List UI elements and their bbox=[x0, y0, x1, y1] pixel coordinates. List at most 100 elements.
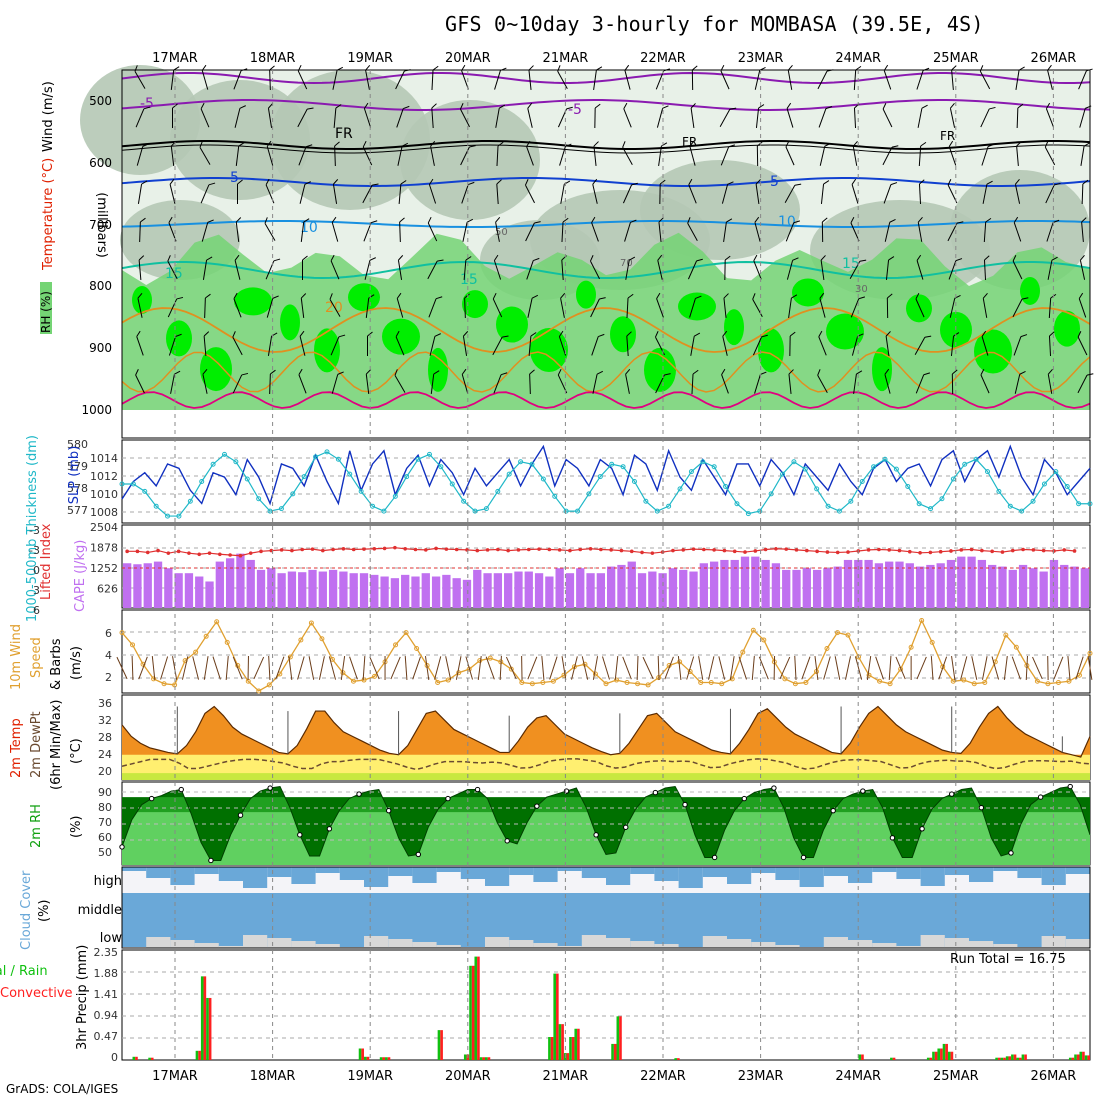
rh2m-point bbox=[623, 824, 629, 830]
wind-barb bbox=[298, 368, 307, 394]
wind10-barb bbox=[664, 656, 674, 680]
isotherm-10 bbox=[121, 220, 1091, 228]
wind-barb bbox=[1047, 64, 1053, 90]
cape-bar bbox=[740, 556, 750, 608]
wind10-point bbox=[614, 677, 620, 683]
barb-staff bbox=[300, 298, 305, 318]
barb-flag bbox=[138, 255, 145, 261]
barb-staff bbox=[266, 298, 274, 318]
barb-staff bbox=[754, 374, 761, 394]
rh2m-point bbox=[208, 857, 214, 864]
lifted-index-point bbox=[722, 548, 727, 553]
barb-flag bbox=[469, 145, 476, 148]
wind10-point bbox=[477, 658, 483, 664]
barb-staff bbox=[430, 146, 435, 166]
barb-flag bbox=[951, 65, 957, 71]
wind-barb bbox=[528, 65, 534, 90]
barb-staff bbox=[297, 108, 308, 128]
cloud-high-bar bbox=[315, 867, 340, 873]
precip-tick: 1.41 bbox=[94, 988, 119, 1001]
wind10-point bbox=[193, 649, 199, 655]
rh-cell-bright bbox=[610, 316, 636, 353]
lifted-index-point bbox=[526, 547, 531, 552]
barb-flag bbox=[754, 216, 760, 223]
wind-barb bbox=[626, 331, 632, 357]
wind-barb bbox=[885, 331, 891, 356]
lifted-index-point bbox=[774, 546, 778, 551]
cape-bar bbox=[823, 568, 832, 608]
barb-flag bbox=[688, 178, 693, 185]
barb-staff bbox=[559, 146, 566, 166]
thickness-point bbox=[426, 451, 432, 457]
cape-tick: 1878 bbox=[90, 542, 118, 555]
barb-staff bbox=[785, 146, 795, 166]
wind10-barb-staff bbox=[814, 656, 819, 680]
barb-staff bbox=[267, 336, 273, 356]
wind10-barb-staff bbox=[232, 656, 243, 680]
wind10-axis-label: Speed bbox=[29, 637, 44, 678]
wind10-point bbox=[561, 672, 567, 678]
lifted-index-point bbox=[454, 547, 459, 552]
barb-staff bbox=[593, 70, 597, 90]
barb-flag bbox=[428, 178, 434, 185]
wind10-axis-label: (m/s) bbox=[69, 646, 84, 680]
wind-barb bbox=[624, 64, 631, 90]
precip-conv-bar bbox=[135, 1056, 138, 1060]
barb-flag bbox=[202, 368, 208, 375]
lifted-index-point bbox=[238, 553, 243, 558]
lifted-index-point bbox=[599, 547, 603, 552]
rh-cell-bright bbox=[132, 286, 152, 314]
wind-barb bbox=[724, 255, 731, 281]
barb-staff bbox=[1016, 107, 1019, 129]
barb-flag bbox=[727, 181, 734, 185]
wind-barb bbox=[269, 369, 276, 395]
cloud-high-bar bbox=[678, 867, 703, 888]
wind10-barb bbox=[602, 656, 610, 680]
thickness-tick: 579 bbox=[67, 460, 88, 473]
barb-staff bbox=[137, 184, 143, 204]
wind-barb bbox=[948, 140, 957, 166]
barb-staff bbox=[431, 69, 434, 91]
cloud-low-bar bbox=[702, 936, 727, 948]
cape-bar bbox=[225, 558, 235, 608]
date-label-bottom: 20MAR bbox=[445, 1069, 491, 1084]
wind-barb bbox=[914, 335, 932, 355]
cape-bar bbox=[545, 576, 554, 608]
cape-bar bbox=[709, 561, 719, 608]
slp-tick: 1010 bbox=[90, 488, 118, 501]
lifted-index-point bbox=[413, 547, 418, 552]
wind-barb bbox=[1012, 297, 1029, 318]
precip-conv-bar bbox=[1008, 1056, 1012, 1060]
barb-flag bbox=[985, 217, 992, 223]
barb-flag bbox=[890, 182, 898, 186]
barb-flag bbox=[533, 257, 540, 262]
wind10-barb bbox=[485, 656, 495, 680]
wind10-barb bbox=[758, 656, 769, 680]
wind10-barb-staff bbox=[614, 656, 619, 680]
thickness-tick: 578 bbox=[67, 482, 88, 495]
barb-flag bbox=[819, 292, 825, 299]
rh-contour-label: 70 bbox=[620, 258, 633, 269]
barb-flag bbox=[728, 144, 736, 148]
wind10-point bbox=[929, 639, 935, 645]
precip-conv-bar bbox=[561, 1024, 564, 1060]
barb-flag bbox=[856, 370, 863, 375]
rh2m-point bbox=[978, 804, 985, 811]
cape-bar bbox=[864, 559, 873, 608]
precip-conv-bar bbox=[1018, 1057, 1022, 1060]
thickness-point bbox=[836, 508, 842, 514]
wind10-barb bbox=[592, 656, 599, 680]
wind10-barb-staff bbox=[445, 656, 452, 680]
wind-barb bbox=[330, 254, 340, 280]
barb-flag bbox=[592, 178, 598, 185]
thickness-point bbox=[609, 461, 615, 467]
wind-barb bbox=[752, 334, 768, 356]
barb-staff bbox=[592, 184, 598, 204]
wind10-barb-staff bbox=[751, 656, 755, 680]
wind10-axis-label: & Barbs bbox=[49, 638, 64, 690]
rh2m-point bbox=[326, 826, 333, 832]
barb-flag bbox=[687, 217, 691, 224]
barb-staff bbox=[362, 184, 373, 204]
rh2m-point bbox=[1037, 794, 1044, 800]
thickness-point bbox=[221, 451, 227, 457]
